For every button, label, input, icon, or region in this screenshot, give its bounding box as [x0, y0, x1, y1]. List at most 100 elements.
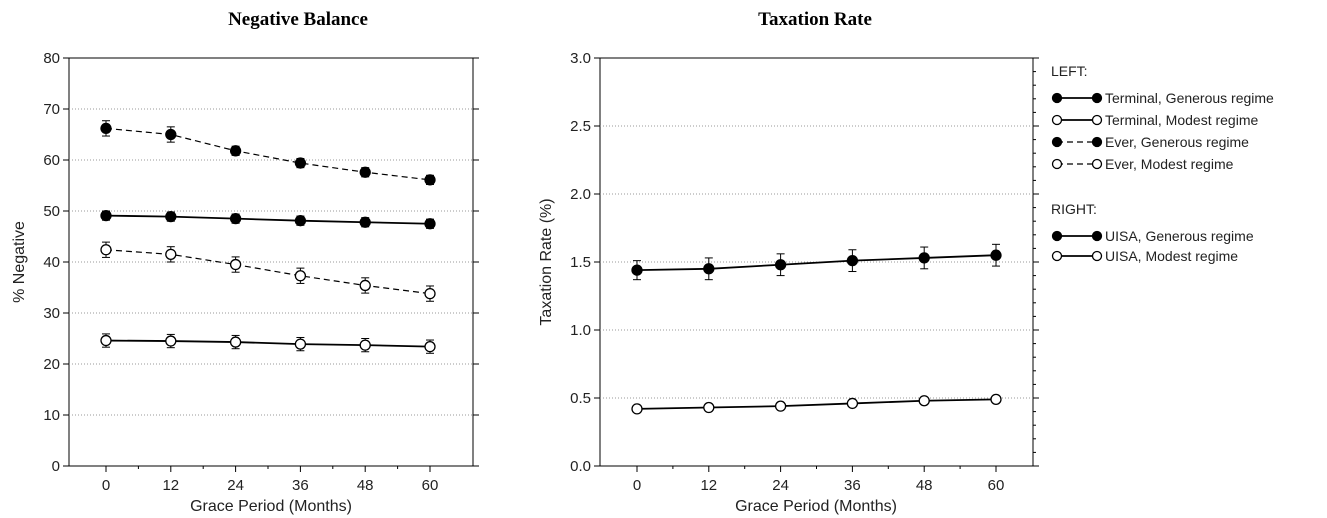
data-point — [424, 218, 436, 230]
y-tick-label: 70 — [43, 101, 60, 118]
data-point — [359, 339, 371, 351]
series-3 — [100, 120, 436, 186]
series-line — [105, 214, 431, 225]
legend-item: Terminal, Generous regime — [1051, 90, 1274, 106]
legend-heading-right: RIGHT: — [1051, 201, 1097, 217]
y-tick-label: 0 — [52, 458, 60, 475]
legend-label: Ever, Modest regime — [1105, 156, 1234, 172]
legend-marker — [1051, 230, 1063, 242]
series-line — [636, 398, 997, 410]
y-tick-label: 50 — [43, 203, 60, 220]
x-tick-label: 12 — [700, 477, 717, 494]
legend-item: UISA, Modest regime — [1051, 248, 1238, 264]
taxation-rate-panel: Taxation Rate Grace Period (Months) Taxa… — [538, 9, 1039, 515]
data-point — [229, 145, 242, 157]
x-tick-label: 48 — [357, 477, 374, 494]
legend-marker — [1051, 250, 1063, 262]
series-2 — [100, 333, 436, 354]
data-point — [990, 393, 1002, 406]
data-point — [165, 210, 177, 223]
legend-item: UISA, Generous regime — [1051, 228, 1254, 244]
data-point — [229, 258, 242, 271]
chart-title: Negative Balance — [228, 9, 368, 30]
data-point — [774, 259, 787, 271]
legend-marker — [1051, 114, 1063, 126]
data-point — [990, 249, 1002, 261]
data-point — [846, 397, 859, 410]
x-tick-label: 36 — [844, 477, 861, 494]
legend-label: Terminal, Modest regime — [1105, 112, 1258, 128]
legend-marker — [1091, 92, 1103, 104]
legend-item: Terminal, Modest regime — [1051, 112, 1258, 128]
data-point — [165, 248, 177, 261]
legend-marker — [1051, 136, 1063, 148]
series-1 — [100, 209, 436, 230]
y-tick-label: 1.0 — [570, 322, 591, 339]
series-line — [636, 254, 997, 272]
legend-marker — [1091, 230, 1103, 242]
y-tick-label: 60 — [43, 152, 60, 169]
x-tick-label: 60 — [422, 477, 439, 494]
legend: LEFT: Terminal, Generous regime Terminal,… — [1051, 63, 1274, 264]
data-point — [918, 395, 930, 407]
data-point — [703, 401, 715, 414]
data-point — [631, 403, 643, 415]
y-axis-label: % Negative — [11, 221, 28, 303]
data-point — [424, 341, 436, 353]
x-tick-label: 0 — [633, 477, 641, 494]
y-tick-label: 0.5 — [570, 390, 591, 407]
x-tick-label: 24 — [772, 477, 789, 494]
x-tick-label: 60 — [988, 477, 1005, 494]
y-tick-label: 80 — [43, 50, 60, 67]
data-point — [359, 279, 371, 292]
data-point — [100, 122, 112, 135]
x-axis-label: Grace Period (Months) — [735, 498, 897, 515]
y-tick-label: 30 — [43, 305, 60, 322]
data-point — [774, 400, 787, 412]
data-point — [631, 264, 643, 276]
legend-marker — [1091, 250, 1103, 262]
negative-balance-panel: Negative Balance Grace Period (Months) %… — [11, 9, 479, 515]
data-point — [294, 157, 307, 169]
x-tick-label: 12 — [162, 477, 179, 494]
chart-title: Taxation Rate — [758, 9, 872, 30]
data-point — [294, 270, 307, 282]
y-tick-label: 0.0 — [570, 458, 591, 475]
legend-marker — [1051, 92, 1063, 104]
legend-label: Ever, Generous regime — [1105, 134, 1249, 150]
data-point — [294, 215, 307, 227]
legend-label: Terminal, Generous regime — [1105, 90, 1274, 106]
legend-heading-left: LEFT: — [1051, 63, 1088, 79]
legend-marker — [1051, 158, 1063, 170]
y-tick-label: 2.0 — [570, 186, 591, 203]
data-point — [100, 334, 112, 347]
data-point — [424, 287, 436, 300]
data-point — [100, 244, 112, 256]
data-point — [229, 212, 242, 225]
legend-marker — [1091, 114, 1103, 126]
series-line — [105, 127, 431, 181]
legend-marker — [1091, 136, 1103, 148]
x-tick-label: 0 — [102, 477, 110, 494]
data-point — [703, 263, 715, 275]
data-point — [359, 166, 371, 178]
data-point — [424, 174, 436, 186]
legend-marker — [1091, 158, 1103, 170]
y-tick-label: 2.5 — [570, 118, 591, 135]
y-tick-label: 40 — [43, 254, 60, 271]
y-axis-label: Taxation Rate (%) — [538, 198, 555, 325]
y-tick-label: 20 — [43, 356, 60, 373]
series-2 — [631, 393, 1002, 415]
x-tick-label: 48 — [916, 477, 933, 494]
x-tick-label: 24 — [227, 477, 244, 494]
x-axis-label: Grace Period (Months) — [190, 498, 352, 515]
y-tick-label: 1.5 — [570, 254, 591, 271]
legend-item: Ever, Modest regime — [1051, 156, 1234, 172]
legend-label: UISA, Modest regime — [1105, 248, 1238, 264]
data-point — [294, 338, 307, 350]
data-point — [229, 336, 242, 348]
series-line — [105, 339, 431, 348]
series-1 — [631, 243, 1002, 281]
x-tick-label: 36 — [292, 477, 309, 494]
